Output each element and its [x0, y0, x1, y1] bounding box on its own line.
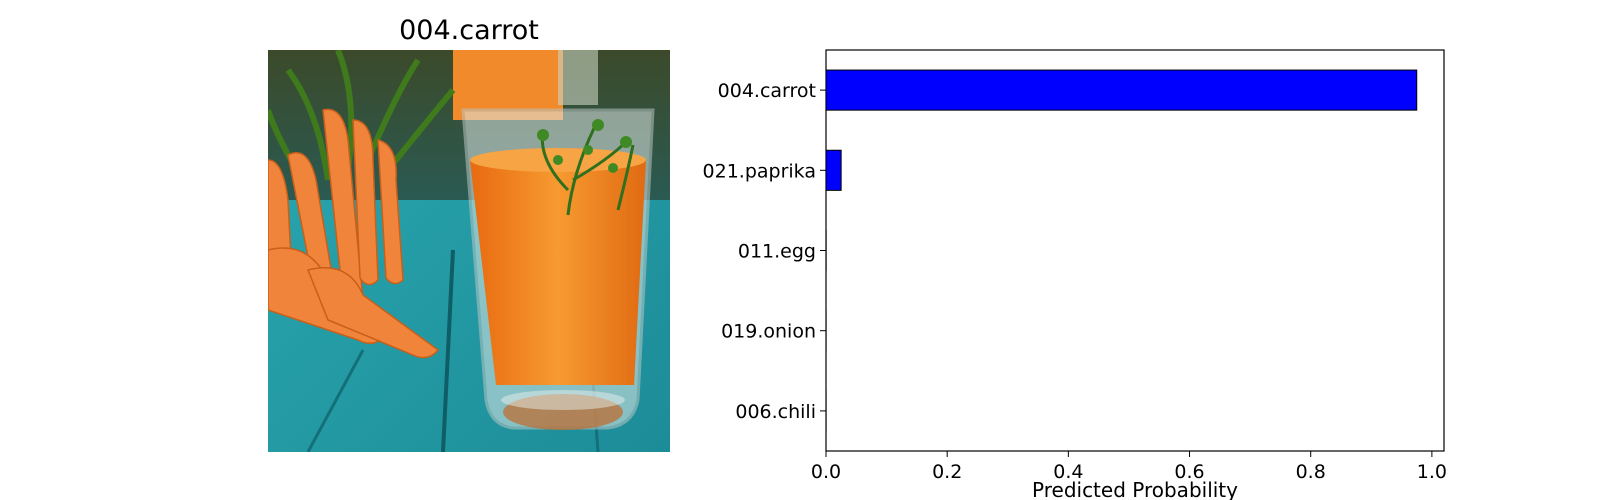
y-tick-label: 004.carrot — [718, 80, 816, 102]
x-tick-label: 0.4 — [1053, 461, 1083, 483]
x-tick-label: 0.6 — [1174, 461, 1204, 483]
x-tick-label: 0.0 — [811, 461, 841, 483]
x-axis-label: Predicted Probability — [1032, 478, 1238, 500]
y-tick-label: 019.onion — [721, 321, 816, 343]
bar-004.carrot — [825, 69, 1418, 111]
x-tick-label: 0.8 — [1296, 461, 1326, 483]
image-title: 004.carrot — [399, 15, 539, 46]
y-tick-label: 021.paprika — [703, 160, 816, 182]
bar-021.paprika — [825, 149, 842, 191]
y-tick-label: 006.chili — [735, 401, 816, 423]
x-tick-label: 1.0 — [1417, 461, 1447, 483]
y-tick-label: 011.egg — [738, 241, 816, 263]
carrot-juice-photo — [268, 50, 670, 452]
x-tick-label: 0.2 — [932, 461, 962, 483]
